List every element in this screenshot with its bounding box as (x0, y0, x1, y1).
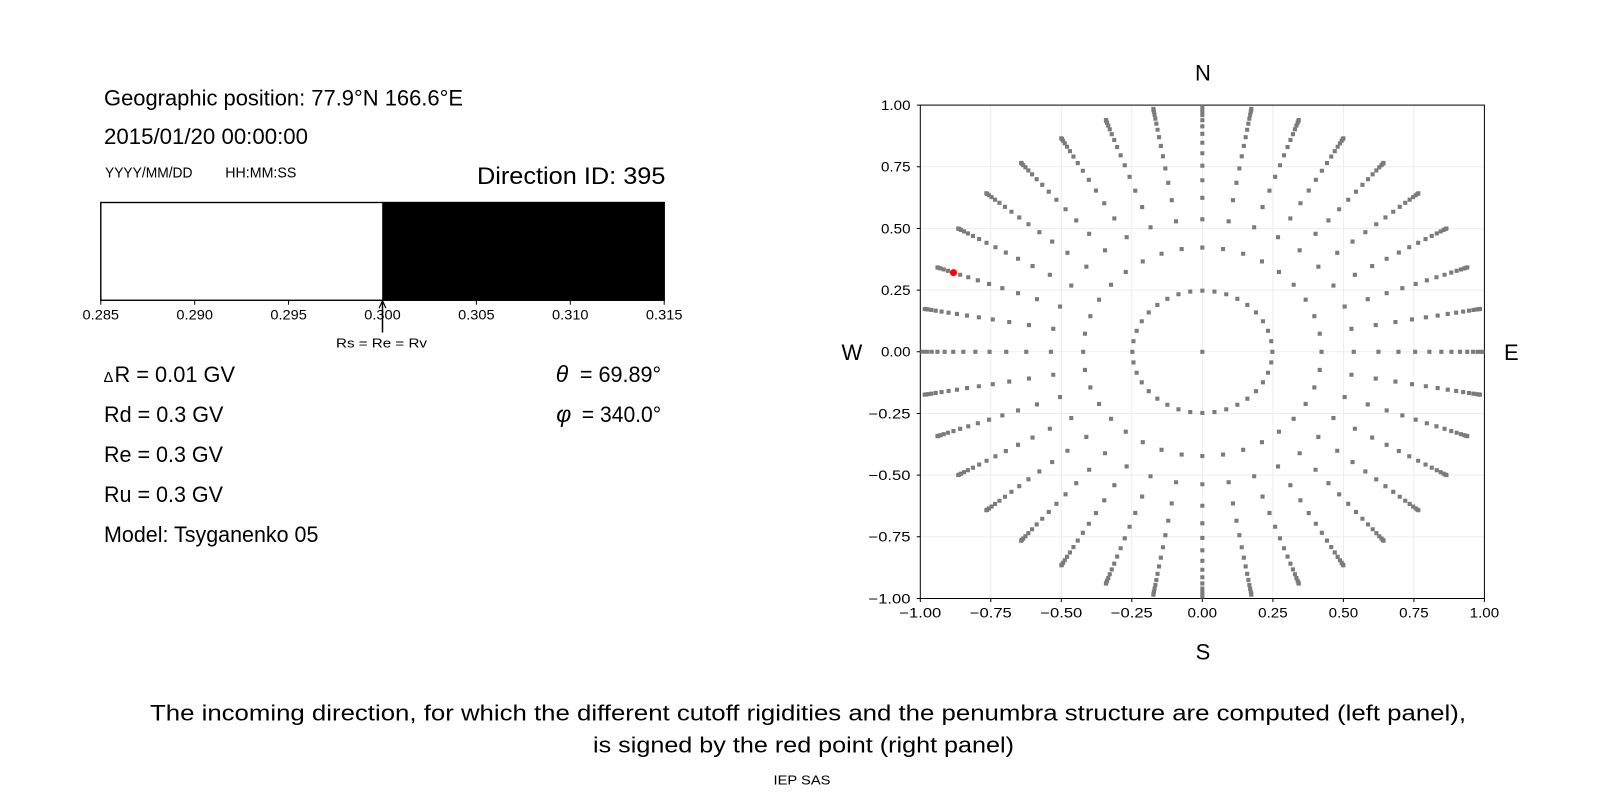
svg-text:0.75: 0.75 (881, 160, 911, 175)
svg-text:N: N (1195, 61, 1211, 86)
svg-text:−0.50: −0.50 (1040, 605, 1082, 620)
svg-text:0.50: 0.50 (1329, 605, 1359, 620)
svg-text:0.310: 0.310 (552, 308, 589, 323)
svg-text:−0.75: −0.75 (970, 605, 1012, 620)
svg-text:−0.50: −0.50 (869, 468, 911, 483)
svg-text:The incoming direction, for wh: The incoming direction, for which the di… (150, 701, 1466, 726)
svg-text:−1.00: −1.00 (869, 591, 911, 606)
svg-text:Model: Tsyganenko 05: Model: Tsyganenko 05 (104, 522, 318, 547)
svg-text:S: S (1196, 640, 1211, 665)
svg-text:Geographic position: 77.9°N 16: Geographic position: 77.9°N 166.6°E (104, 86, 463, 111)
svg-text:Rs = Re = Rv: Rs = Re = Rv (336, 337, 428, 351)
svg-text:−0.25: −0.25 (869, 406, 911, 421)
svg-text:0.315: 0.315 (646, 308, 683, 323)
svg-text:IEP SAS: IEP SAS (774, 774, 831, 788)
svg-text:0.25: 0.25 (881, 283, 911, 298)
svg-text:−1.00: −1.00 (899, 605, 941, 620)
svg-text:θ: θ (556, 361, 569, 387)
svg-text:0.285: 0.285 (83, 308, 120, 323)
svg-text:0.75: 0.75 (1399, 605, 1429, 620)
svg-text:W: W (842, 340, 863, 365)
svg-text:0.305: 0.305 (458, 308, 495, 323)
svg-text:−0.75: −0.75 (869, 530, 911, 545)
svg-text:= 340.0°: = 340.0° (582, 402, 661, 427)
svg-text:0.50: 0.50 (881, 221, 911, 236)
svg-text:R = 0.01 GV: R = 0.01 GV (115, 362, 236, 387)
svg-text:φ: φ (556, 401, 571, 427)
svg-text:2015/01/20 00:00:00: 2015/01/20 00:00:00 (104, 124, 308, 149)
svg-text:E: E (1504, 340, 1519, 365)
svg-text:Direction ID: 395: Direction ID: 395 (477, 163, 665, 190)
svg-text:1.00: 1.00 (1470, 605, 1500, 620)
svg-text:0.00: 0.00 (881, 345, 911, 360)
svg-text:YYYY/MM/DD: YYYY/MM/DD (105, 165, 193, 182)
svg-text:= 69.89°: = 69.89° (580, 362, 661, 387)
svg-text:Ru = 0.3 GV: Ru = 0.3 GV (104, 482, 223, 507)
svg-text:1.00: 1.00 (881, 98, 911, 113)
svg-text:0.25: 0.25 (1258, 605, 1288, 620)
svg-text:−0.25: −0.25 (1111, 605, 1153, 620)
svg-text:0.290: 0.290 (176, 308, 213, 323)
svg-text:∆: ∆ (104, 370, 113, 386)
svg-text:0.295: 0.295 (270, 308, 307, 323)
svg-text:is signed by the red point (ri: is signed by the red point (right panel) (593, 733, 1014, 758)
svg-text:HH:MM:SS: HH:MM:SS (225, 165, 296, 182)
svg-text:Rd = 0.3 GV: Rd = 0.3 GV (104, 402, 224, 427)
svg-text:0.00: 0.00 (1188, 605, 1218, 620)
svg-text:Re = 0.3 GV: Re = 0.3 GV (104, 442, 223, 467)
